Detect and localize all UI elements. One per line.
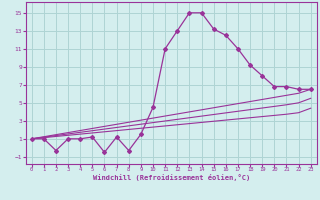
X-axis label: Windchill (Refroidissement éolien,°C): Windchill (Refroidissement éolien,°C) — [92, 174, 250, 181]
